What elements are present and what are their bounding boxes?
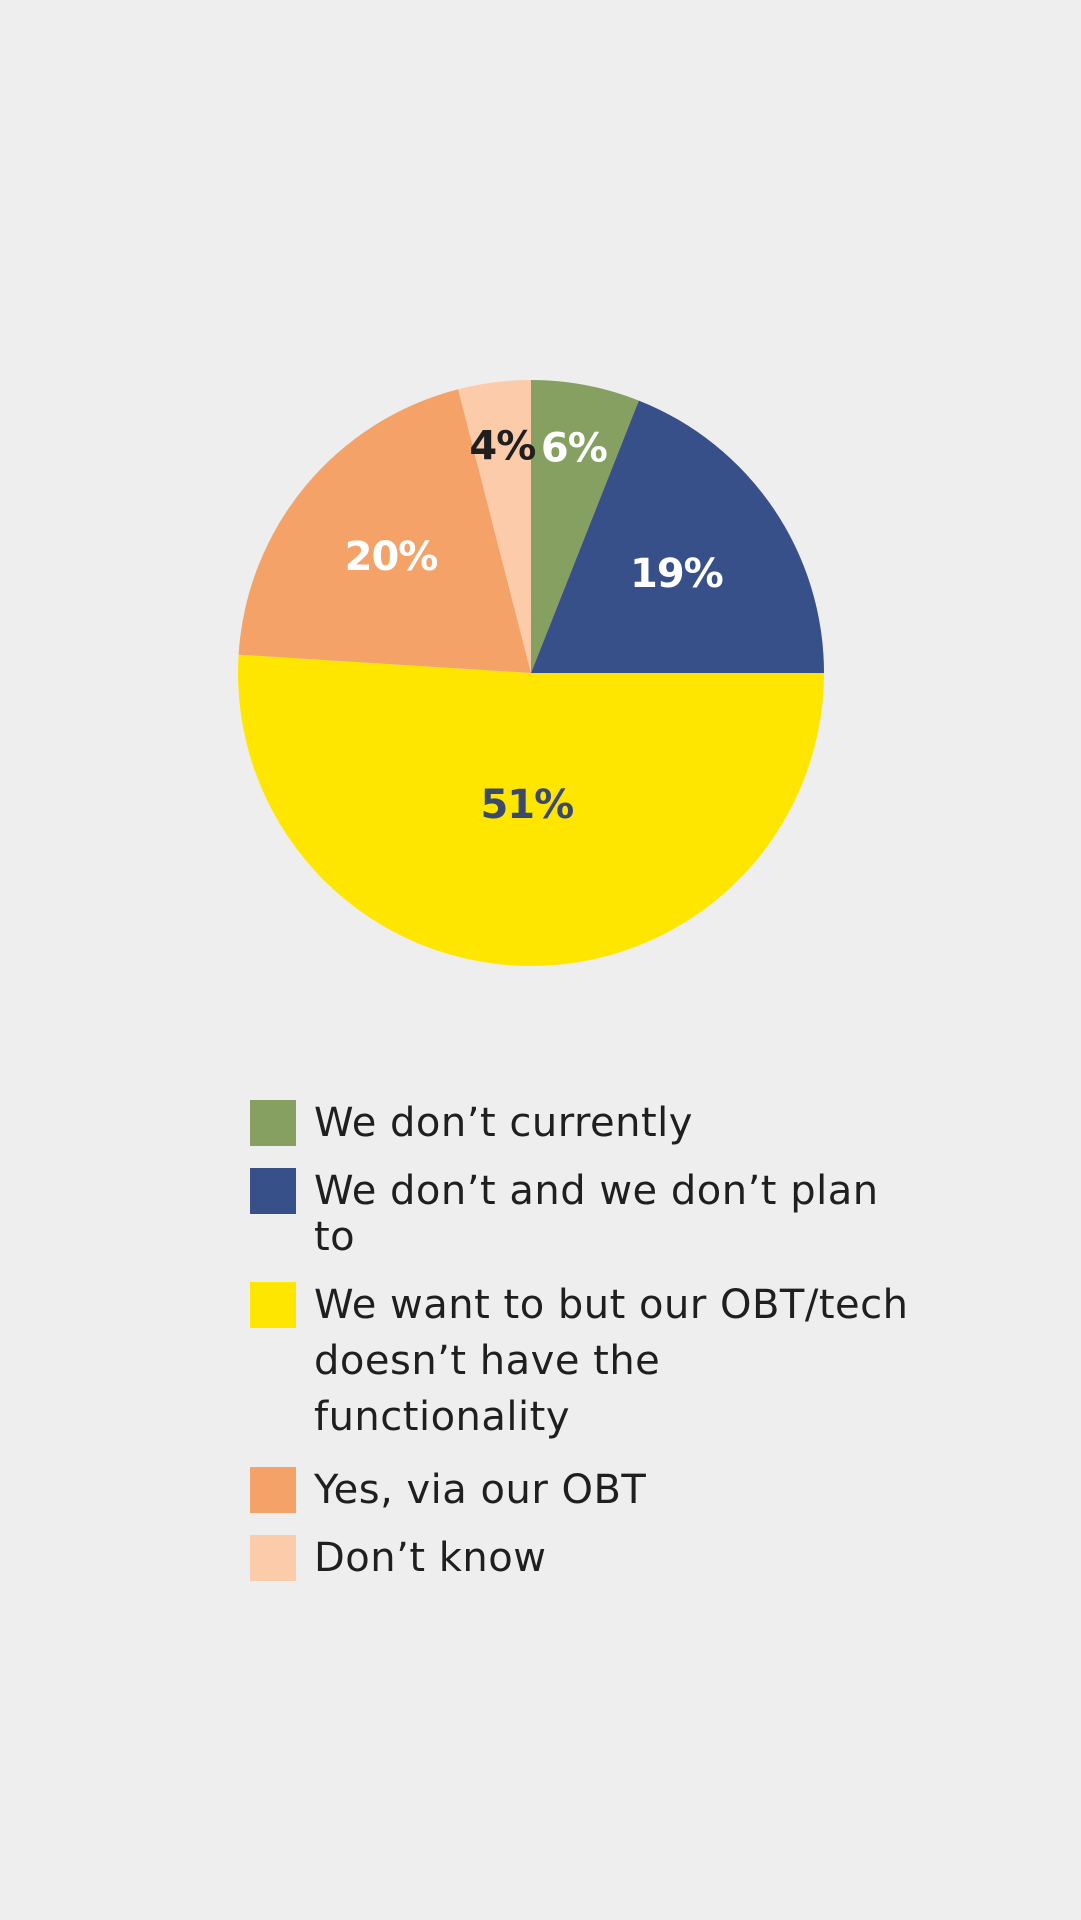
legend: We don’t currently We don’t and we don’t…: [250, 1100, 930, 1603]
legend-label: We want to but our OBT/tech doesn’t have…: [314, 1282, 909, 1440]
pie-slice-label: 4%: [469, 423, 535, 469]
legend-swatch: [250, 1535, 296, 1581]
pie-slices: [237, 380, 825, 967]
legend-item-we-dont-plan-to: We don’t and we don’t plan to: [250, 1168, 930, 1260]
pie-slice-label: 19%: [630, 551, 723, 597]
legend-swatch: [250, 1100, 296, 1146]
pie-slice-label: 20%: [345, 534, 438, 580]
pie-slice: [531, 380, 639, 673]
legend-item-yes-via-obt: Yes, via our OBT: [250, 1467, 930, 1513]
legend-item-we-dont-currently: We don’t currently: [250, 1100, 930, 1146]
pie-slice-label: 51%: [480, 782, 573, 828]
pie-labels: 6% 19% 51% 20% 4%: [345, 423, 724, 828]
pie-slice: [238, 389, 531, 673]
legend-swatch: [250, 1168, 296, 1214]
pie-slice: [237, 654, 825, 967]
legend-item-want-to-but-no-functionality: We want to but our OBT/tech doesn’t have…: [250, 1282, 930, 1445]
legend-swatch: [250, 1467, 296, 1513]
pie-slice: [531, 400, 824, 673]
legend-label: We don’t currently: [314, 1100, 693, 1146]
legend-label: We don’t and we don’t plan to: [314, 1168, 879, 1260]
pie-slice: [458, 380, 531, 673]
legend-item-dont-know: Don’t know: [250, 1535, 930, 1581]
pie-slice-label: 6%: [541, 426, 607, 472]
legend-label: Don’t know: [314, 1535, 547, 1581]
legend-swatch: [250, 1282, 296, 1328]
pie-chart: 6% 19% 51% 20% 4%: [237, 380, 825, 967]
legend-label: Yes, via our OBT: [314, 1467, 647, 1513]
